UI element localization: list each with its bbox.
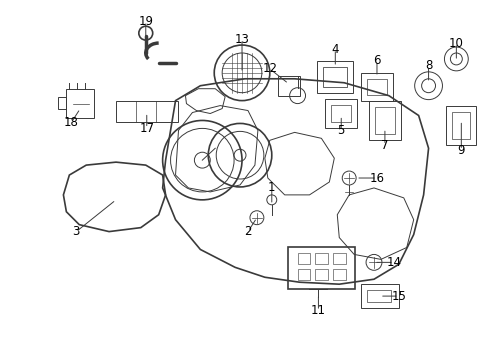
Bar — [333, 253, 346, 264]
Bar — [451, 112, 469, 139]
Text: 5: 5 — [337, 124, 344, 137]
Bar — [331, 105, 350, 122]
Text: 11: 11 — [310, 305, 325, 318]
Bar — [297, 269, 310, 280]
Bar — [287, 247, 354, 289]
Bar — [366, 79, 386, 95]
Bar — [366, 290, 390, 302]
Text: 17: 17 — [139, 122, 154, 135]
Text: 16: 16 — [369, 171, 384, 185]
Bar — [333, 269, 346, 280]
Bar — [374, 107, 394, 134]
Bar — [446, 105, 475, 145]
Bar — [360, 284, 398, 308]
Text: 10: 10 — [448, 37, 463, 50]
Bar — [360, 73, 392, 100]
Text: 14: 14 — [386, 256, 401, 269]
Text: 19: 19 — [138, 15, 153, 28]
Bar — [297, 253, 310, 264]
Text: 8: 8 — [424, 59, 431, 72]
Text: 6: 6 — [372, 54, 380, 67]
Bar — [315, 269, 327, 280]
Bar — [368, 100, 400, 140]
Bar — [317, 61, 352, 93]
Text: 15: 15 — [390, 289, 406, 303]
Bar — [66, 89, 94, 118]
Text: 4: 4 — [331, 42, 338, 55]
Text: 7: 7 — [380, 139, 388, 152]
Text: 1: 1 — [267, 181, 275, 194]
Text: 18: 18 — [64, 116, 79, 129]
Bar — [116, 100, 177, 122]
Text: 3: 3 — [73, 225, 80, 238]
Bar — [323, 67, 346, 87]
Bar — [315, 253, 327, 264]
Text: 9: 9 — [457, 144, 464, 157]
Text: 2: 2 — [244, 225, 251, 238]
Bar — [59, 96, 66, 109]
Bar — [277, 76, 299, 96]
Text: 13: 13 — [234, 33, 249, 46]
Bar — [325, 99, 356, 129]
Text: 12: 12 — [262, 62, 277, 75]
